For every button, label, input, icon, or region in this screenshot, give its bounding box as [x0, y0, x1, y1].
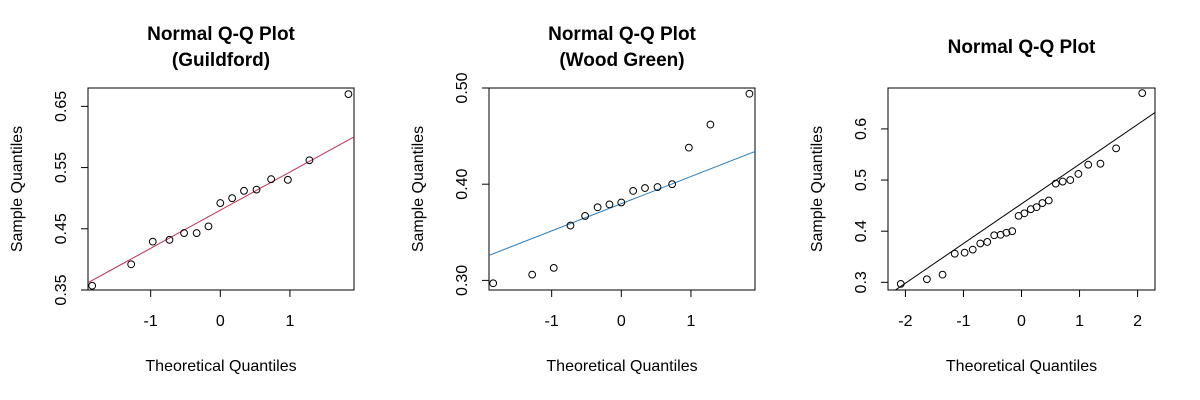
data-point	[88, 281, 97, 290]
data-point	[968, 245, 977, 254]
data-point	[566, 221, 575, 230]
data-point	[1032, 203, 1041, 212]
data-point	[896, 279, 905, 288]
y-tick-label: 0.30	[454, 265, 471, 296]
x-tick-label: -2	[898, 313, 912, 330]
data-point	[593, 203, 602, 212]
data-point	[528, 270, 537, 279]
data-point	[127, 260, 136, 269]
data-point	[922, 275, 931, 284]
data-point	[706, 120, 715, 129]
y-tick-label: 0.3	[853, 271, 870, 293]
x-tick-label: 2	[1133, 313, 1142, 330]
x-tick-label: 1	[1075, 313, 1084, 330]
data-point	[192, 229, 201, 237]
chart-title-line-1: Normal Q-Q Plot	[948, 37, 1096, 58]
data-point	[1138, 89, 1147, 98]
y-tick-label: 0.50	[454, 72, 471, 103]
y-tick-label: 0.55	[53, 152, 70, 183]
data-point	[653, 183, 662, 191]
data-point	[1058, 177, 1067, 186]
data-point	[641, 184, 649, 192]
data-point	[1096, 159, 1105, 168]
x-tick-label: -1	[144, 313, 158, 330]
x-tick-label: 0	[216, 313, 225, 330]
x-tick-label: -1	[956, 313, 970, 330]
chart-title-line-1: Normal Q-Q Plot	[548, 24, 696, 45]
chart-title-line-2: (Guildford)	[172, 50, 270, 71]
data-point	[1020, 209, 1029, 218]
data-point	[684, 143, 693, 152]
data-point	[165, 235, 174, 244]
data-point	[228, 194, 237, 203]
data-point	[549, 263, 558, 272]
x-tick-label: 1	[686, 313, 695, 330]
x-axis-label: Theoretical Quantiles	[946, 358, 1097, 375]
y-axis-label: Sample Quantiles	[9, 126, 26, 252]
data-point	[1084, 160, 1093, 169]
chart-title-line-2: (Wood Green)	[559, 50, 684, 71]
data-point	[1051, 179, 1060, 188]
data-point	[216, 199, 225, 207]
data-point	[1074, 170, 1083, 178]
data-point	[960, 248, 969, 257]
x-tick-label: 0	[1017, 313, 1026, 330]
qq-panel-3: Normal Q-Q Plot Theoretical Quantiles Samp…	[809, 37, 1156, 375]
qq-reference-line	[489, 151, 755, 256]
data-point	[1066, 176, 1075, 184]
data-point	[581, 212, 589, 220]
data-point	[305, 156, 314, 165]
data-point	[489, 279, 498, 288]
y-axis-label: Sample Quantiles	[809, 126, 826, 252]
qq-panel-2: Normal Q-Q Plot (Wood Green) Theoretical Q…	[410, 24, 756, 375]
qq-panel-1: Normal Q-Q Plot (Guildford) Theoretical Qu…	[9, 24, 355, 375]
y-tick-label: 0.40	[454, 169, 471, 200]
plot-frame	[887, 87, 1156, 291]
data-point	[1002, 228, 1011, 237]
data-point	[983, 238, 992, 246]
data-point	[1038, 199, 1047, 207]
qq-reference-line	[894, 112, 1155, 290]
x-axis-label: Theoretical Quantiles	[145, 358, 296, 375]
data-point	[252, 185, 261, 194]
y-tick-label: 0.35	[53, 274, 70, 305]
data-point	[1008, 227, 1017, 236]
data-point	[1112, 144, 1121, 153]
data-point	[283, 175, 292, 184]
data-point	[629, 187, 638, 195]
data-point	[990, 231, 999, 240]
x-tick-label: 1	[285, 313, 294, 330]
x-axis-label: Theoretical Quantiles	[546, 358, 697, 375]
data-point	[950, 249, 959, 258]
plot-frame	[87, 87, 355, 291]
y-tick-label: 0.5	[853, 169, 870, 191]
data-point	[240, 186, 248, 195]
y-axis-label: Sample Quantiles	[410, 126, 427, 252]
data-point	[976, 239, 985, 248]
qq-reference-line	[88, 136, 354, 284]
chart-title-line-1: Normal Q-Q Plot	[147, 24, 295, 45]
data-point	[1044, 196, 1053, 205]
data-point	[668, 180, 677, 189]
y-tick-label: 0.6	[853, 118, 870, 140]
plot-frame	[488, 87, 756, 291]
y-tick-label: 0.4	[853, 220, 870, 242]
y-tick-label: 0.65	[53, 91, 70, 122]
data-point	[344, 90, 353, 99]
x-tick-label: 0	[617, 313, 626, 330]
data-point	[180, 229, 188, 237]
x-tick-label: -1	[545, 313, 559, 330]
data-point	[204, 222, 213, 231]
data-point	[745, 89, 754, 98]
data-point	[938, 270, 947, 279]
data-point	[605, 200, 614, 209]
data-point	[617, 198, 626, 207]
data-point	[267, 175, 276, 184]
y-tick-label: 0.45	[53, 213, 70, 244]
data-point	[148, 237, 157, 246]
